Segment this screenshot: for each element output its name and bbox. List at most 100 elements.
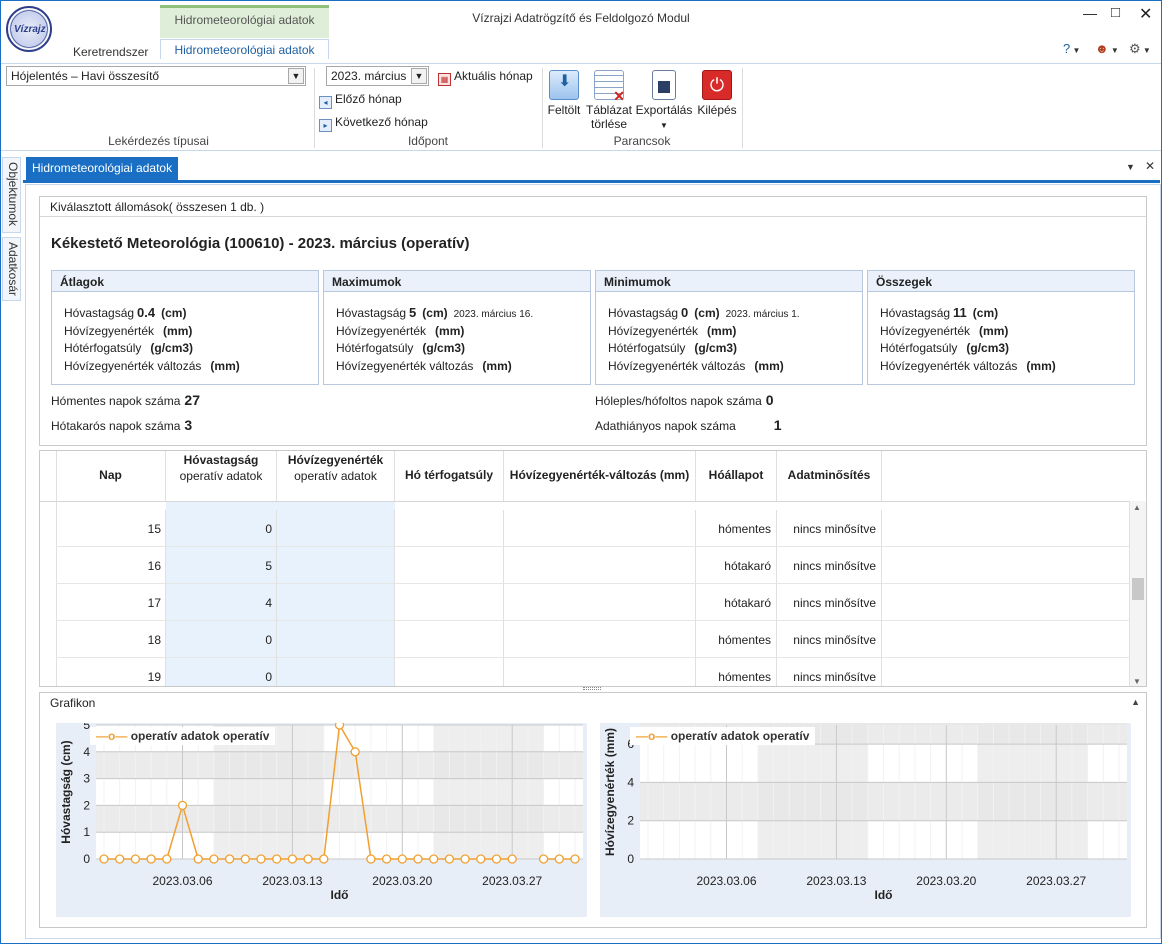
table-cell-chg[interactable] bbox=[504, 584, 696, 621]
column-header[interactable]: Hóvastagság operatív adatok bbox=[166, 451, 277, 501]
table-cell-dens[interactable] bbox=[395, 658, 504, 686]
table-cell-state[interactable]: hómentes bbox=[696, 658, 777, 686]
table-cell-chg[interactable] bbox=[504, 658, 696, 686]
next-month-button[interactable]: ▸ Következő hónap bbox=[319, 115, 428, 132]
table-cell-qual[interactable]: nincs minősítve bbox=[777, 510, 882, 547]
table-cell-chg[interactable] bbox=[504, 621, 696, 658]
table-row[interactable]: 15 0 hómentes nincs minősítve bbox=[40, 510, 1130, 547]
data-point bbox=[287, 854, 298, 864]
table-cell-qual[interactable]: nincs minősítve bbox=[777, 658, 882, 686]
scrollbar-thumb[interactable] bbox=[1132, 578, 1144, 600]
column-header[interactable]: Hóvízegyenérték operatív adatok bbox=[277, 451, 395, 501]
table-cell-qual[interactable]: nincs minősítve bbox=[777, 584, 882, 621]
stats-row: Hóvastagság 5 (cm) 2023. március 16. bbox=[336, 305, 533, 320]
table-cell-day[interactable]: 19 bbox=[56, 658, 166, 686]
user-icon[interactable]: ☻ ▼ bbox=[1095, 41, 1119, 56]
table-cell-qual[interactable]: nincs minősítve bbox=[777, 621, 882, 658]
table-row[interactable]: 19 0 hómentes nincs minősítve bbox=[40, 658, 1130, 686]
table-cell-swe[interactable] bbox=[277, 621, 395, 658]
table-cell-state[interactable]: hómentes bbox=[696, 621, 777, 658]
close-icon[interactable]: ✕ bbox=[1139, 6, 1153, 23]
collapse-icon[interactable]: ▲ bbox=[1131, 697, 1140, 707]
tab-keretrendszer[interactable]: Keretrendszer bbox=[73, 45, 149, 59]
table-cell-depth[interactable]: 4 bbox=[166, 584, 277, 621]
table-cell-dens[interactable] bbox=[395, 547, 504, 584]
column-header[interactable]: Hó térfogatsúly bbox=[395, 451, 504, 501]
column-header[interactable]: Adatminősítés bbox=[777, 451, 882, 501]
gear-icon[interactable]: ⚙ ▼ bbox=[1129, 41, 1151, 56]
table-cell-day[interactable]: 16 bbox=[56, 547, 166, 584]
stats-box: Minimumok Hóvastagság 0 (cm) 2023. március 1… bbox=[595, 270, 863, 385]
vertical-scrollbar[interactable]: ▲ ▼ bbox=[1129, 501, 1146, 686]
splitter-grip[interactable] bbox=[583, 687, 601, 690]
side-tab-adatkosar[interactable]: Adatkosár bbox=[2, 237, 21, 301]
y-tick-label: 0 bbox=[83, 852, 90, 866]
table-cell-dens[interactable] bbox=[395, 510, 504, 547]
clear-table-button[interactable]: ✕ Táblázat törlése bbox=[585, 70, 633, 131]
stats-label: Hóvízegyenérték változás bbox=[64, 358, 202, 373]
current-month-button[interactable]: ▦ Aktuális hónap bbox=[438, 69, 533, 86]
table-cell-chg[interactable] bbox=[504, 510, 696, 547]
stats-value: 0.4 bbox=[137, 305, 156, 320]
minimize-icon[interactable]: — bbox=[1083, 5, 1097, 21]
table-cell-state[interactable]: hótakaró bbox=[696, 547, 777, 584]
scroll-down-icon[interactable]: ▼ bbox=[1133, 677, 1141, 686]
table-cell-depth[interactable]: 5 bbox=[166, 547, 277, 584]
exit-button[interactable]: ⏻ Kilépés bbox=[695, 70, 739, 117]
help-icon[interactable]: ? ▼ bbox=[1063, 41, 1081, 56]
stats-row: Hóvízegyenérték (mm) bbox=[336, 323, 470, 338]
query-type-select[interactable]: Hójelentés – Havi összesítő ▼ bbox=[6, 66, 306, 86]
table-cell-depth[interactable]: 0 bbox=[166, 658, 277, 686]
prev-month-button[interactable]: ◂ Előző hónap bbox=[319, 92, 402, 109]
table-delete-icon: ✕ bbox=[594, 70, 625, 103]
table-row[interactable]: 18 0 hómentes nincs minősítve bbox=[40, 621, 1130, 658]
stats-value: 11 bbox=[953, 305, 967, 320]
stats-label: Hótérfogatsúly bbox=[64, 341, 142, 355]
table-cell-dens[interactable] bbox=[395, 584, 504, 621]
tab-hidrometeorologiai-adatok[interactable]: Hidrometeorológiai adatok bbox=[160, 39, 329, 59]
highlight-column-bg bbox=[166, 502, 395, 686]
stats-label: Hóvastagság bbox=[880, 306, 951, 320]
table-cell-day[interactable]: 17 bbox=[56, 584, 166, 621]
scroll-up-icon[interactable]: ▲ bbox=[1133, 503, 1141, 512]
table-cell-state[interactable]: hótakaró bbox=[696, 584, 777, 621]
side-tab-objektumok[interactable]: Objektumok bbox=[2, 157, 21, 233]
column-header[interactable]: Hóvízegyenérték-változás (mm) bbox=[504, 451, 696, 501]
table-cell-swe[interactable] bbox=[277, 658, 395, 686]
tab-menu-icon[interactable]: ▼ bbox=[1126, 162, 1135, 172]
table-row[interactable]: 17 4 hótakaró nincs minősítve bbox=[40, 584, 1130, 621]
table-cell-dens[interactable] bbox=[395, 621, 504, 658]
stats-row: Hóvastagság 0 (cm) 2023. március 1. bbox=[608, 305, 800, 320]
stats-unit: (g/cm3) bbox=[694, 341, 738, 355]
data-point bbox=[413, 854, 423, 864]
data-point bbox=[99, 854, 109, 864]
table-cell-depth[interactable]: 0 bbox=[166, 510, 277, 547]
month-select[interactable]: 2023. március ▼ bbox=[326, 66, 429, 86]
tab-close-icon[interactable]: ✕ bbox=[1145, 159, 1156, 173]
table-cell-qual[interactable]: nincs minősítve bbox=[777, 547, 882, 584]
stats-label: Hótérfogatsúly bbox=[880, 341, 958, 355]
column-header[interactable]: Hóállapot bbox=[696, 451, 777, 501]
column-header-title: Hóállapot bbox=[708, 468, 764, 482]
document-tab[interactable]: Hidrometeorológiai adatok bbox=[26, 157, 179, 181]
table-cell-day[interactable]: 15 bbox=[56, 510, 166, 547]
load-button[interactable]: ⬇ Feltölt bbox=[545, 70, 583, 117]
stats-box: Átlagok Hóvastagság 0.4 (cm) Hóvízegyenérték… bbox=[51, 270, 319, 385]
table-cell-swe[interactable] bbox=[277, 584, 395, 621]
column-header-sub: operatív adatok bbox=[179, 469, 263, 483]
table-cell-depth[interactable]: 0 bbox=[166, 621, 277, 658]
maximize-icon[interactable]: □ bbox=[1111, 4, 1121, 21]
table-row[interactable]: 16 5 hótakaró nincs minősítve bbox=[40, 547, 1130, 584]
column-header[interactable]: Nap bbox=[56, 451, 166, 501]
divider bbox=[542, 68, 543, 148]
data-point bbox=[476, 854, 486, 864]
table-cell-day[interactable]: 18 bbox=[56, 621, 166, 658]
table-cell-state[interactable]: hómentes bbox=[696, 510, 777, 547]
document-tab-bar bbox=[23, 180, 1160, 183]
table-cell-chg[interactable] bbox=[504, 547, 696, 584]
table-cell-swe[interactable] bbox=[277, 510, 395, 547]
table-row-filler bbox=[882, 584, 1130, 621]
export-button[interactable]: Exportálás ▼ bbox=[635, 70, 693, 133]
table-cell-swe[interactable] bbox=[277, 547, 395, 584]
